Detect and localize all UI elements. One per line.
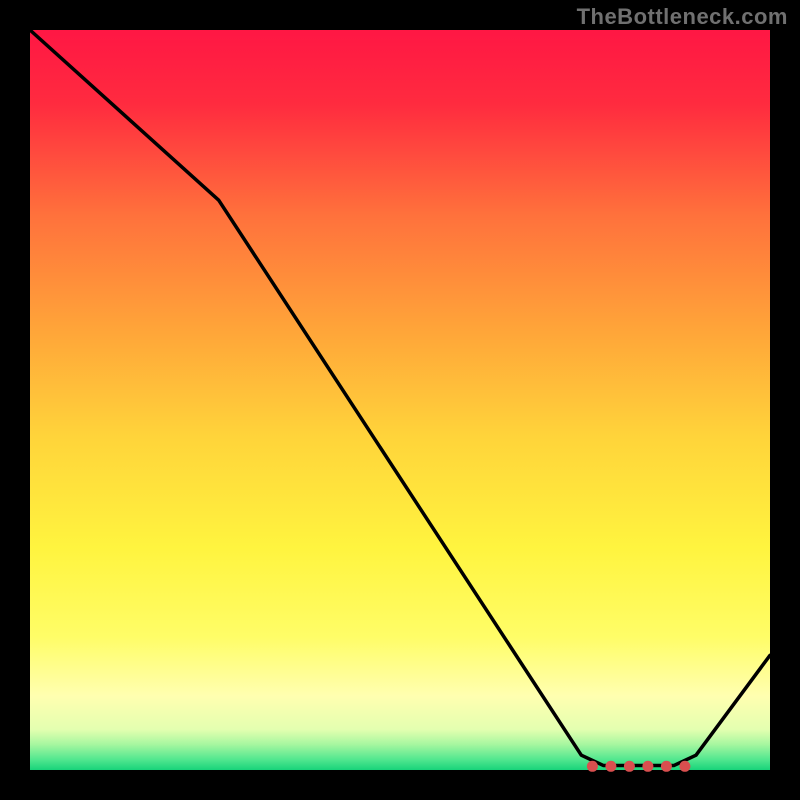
plot-background (30, 30, 770, 770)
trough-marker (661, 761, 672, 772)
trough-marker (605, 761, 616, 772)
chart-svg (0, 0, 800, 800)
trough-marker (679, 761, 690, 772)
watermark-text: TheBottleneck.com (577, 4, 788, 30)
trough-marker (624, 761, 635, 772)
trough-marker (587, 761, 598, 772)
chart-stage: TheBottleneck.com (0, 0, 800, 800)
trough-marker (642, 761, 653, 772)
